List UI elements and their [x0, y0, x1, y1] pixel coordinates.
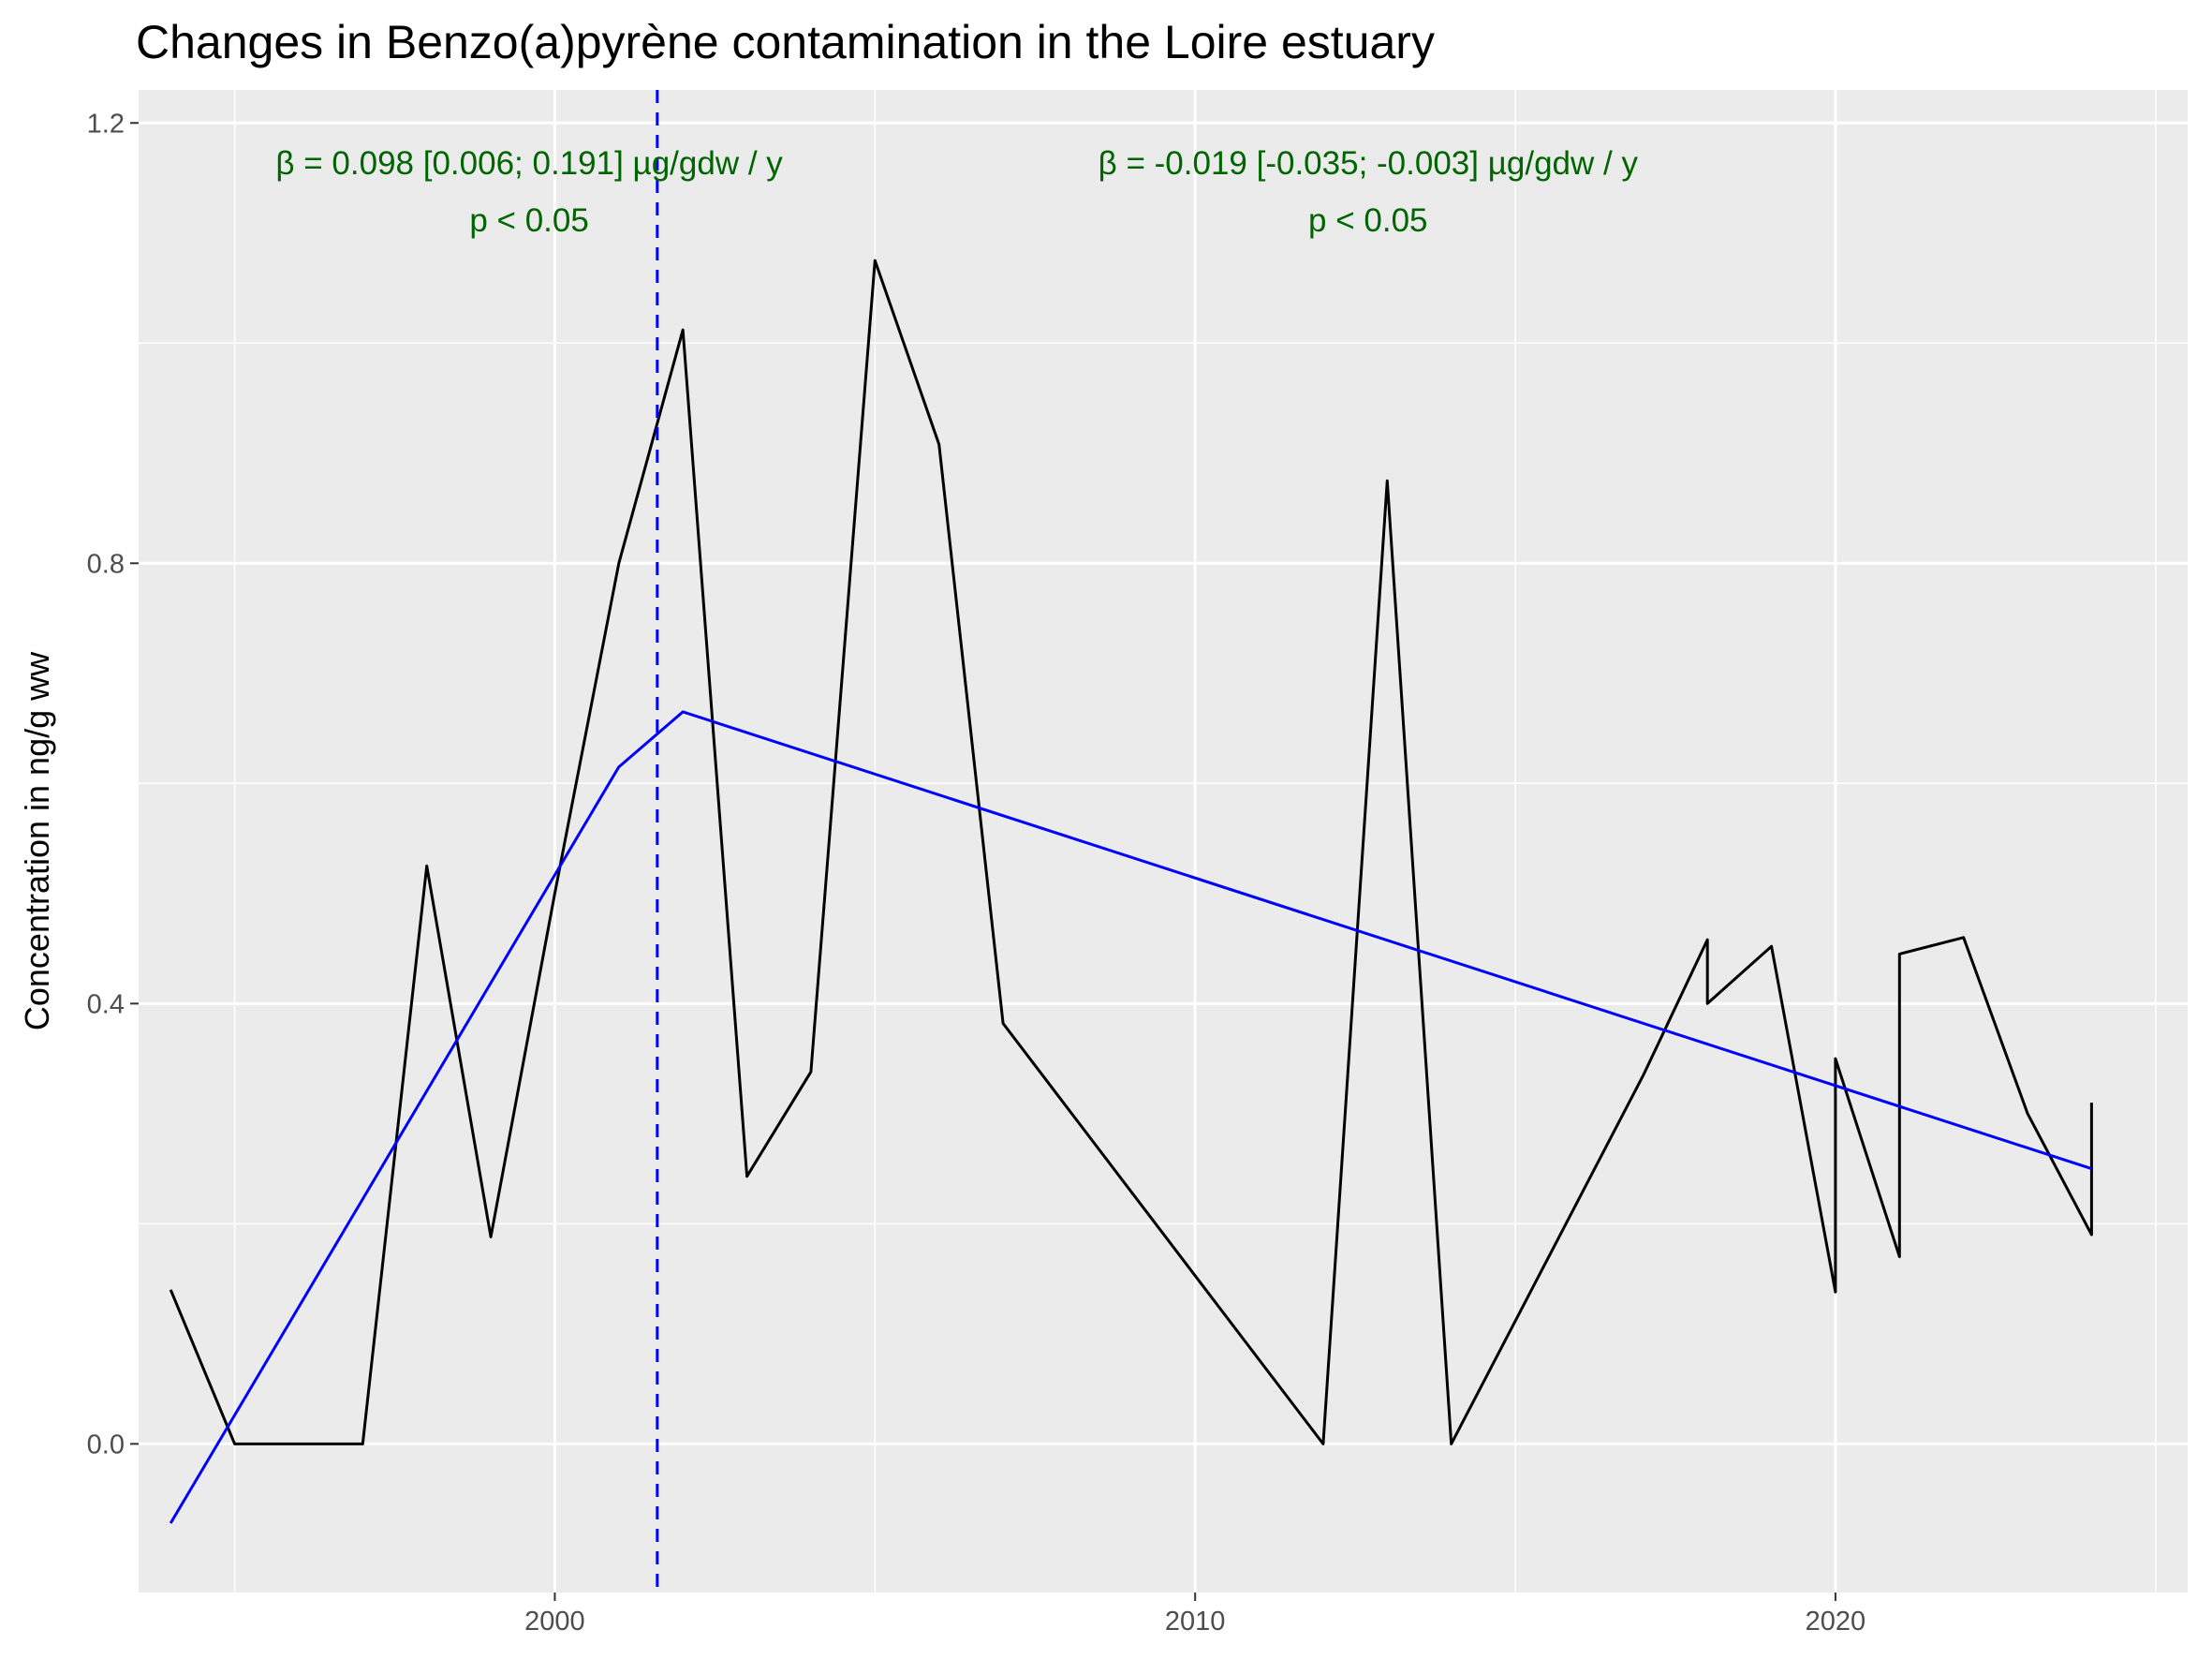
- annotation-1-pvalue: p < 0.05: [469, 202, 588, 239]
- x-tick-label: 2010: [1165, 1607, 1226, 1637]
- x-tick-label: 2000: [524, 1607, 585, 1637]
- observed-series-line: [169, 259, 2093, 1445]
- annotation-2-pvalue: p < 0.05: [1308, 202, 1427, 239]
- y-axis-label: Concentration in ng/g ww: [18, 651, 56, 1030]
- trend-series-line: [169, 710, 2092, 1524]
- x-tick-label: 2020: [1806, 1607, 1866, 1637]
- annotation-1-beta: β = 0.098 [0.006; 0.191] µg/gdw / y: [275, 145, 783, 182]
- y-tick-label: 0.4: [87, 989, 125, 1019]
- axis-layer: 0.0 0.4 0.8 1.2 2000 2010 2020: [87, 109, 1866, 1637]
- y-tick-label: 0.0: [87, 1429, 125, 1459]
- y-tick-label: 0.8: [87, 549, 125, 579]
- annotation-2-beta: β = -0.019 [-0.035; -0.003] µg/gdw / y: [1099, 145, 1639, 182]
- y-tick-label: 1.2: [87, 109, 125, 139]
- plot-background: [139, 90, 2188, 1592]
- annotation-layer: β = 0.098 [0.006; 0.191] µg/gdw / y p < 0…: [275, 145, 1638, 239]
- minor-gridlines: [139, 90, 2188, 1592]
- series-layer: [169, 90, 2093, 1592]
- chart-title: Changes in Benzo(a)pyrène contamination …: [136, 16, 1435, 68]
